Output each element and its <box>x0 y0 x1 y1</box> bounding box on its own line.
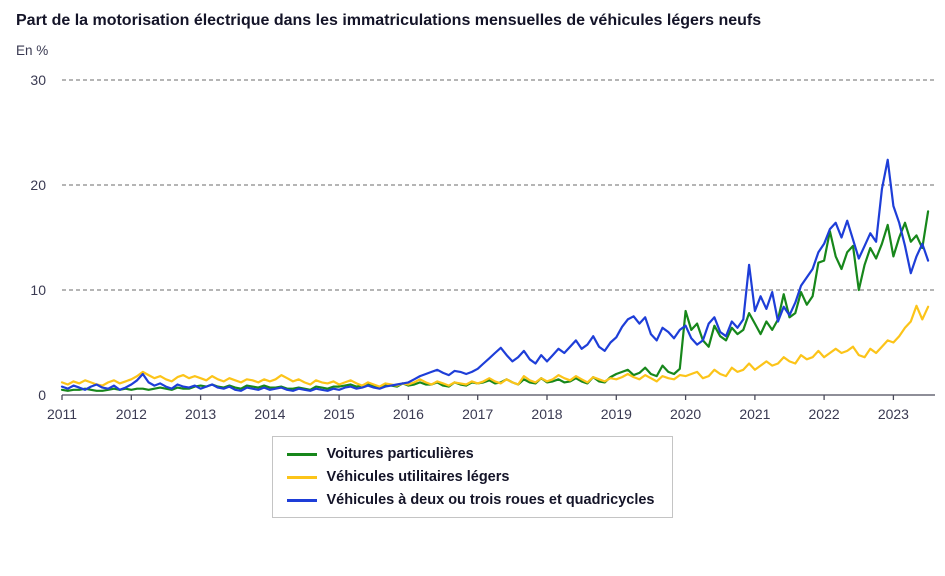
line-chart: 0 10 20 30 2011 2012 2013 2014 2015 2016 2017 2018 2… <box>30 72 935 422</box>
legend-label-vehicules-utilitaires-legers: Véhicules utilitaires légers <box>326 469 510 486</box>
svg-text:2020: 2020 <box>670 406 701 422</box>
legend-item-deux-trois-roues-quadricycles: Véhicules à deux ou trois roues et quadr… <box>286 492 655 509</box>
svg-text:20: 20 <box>30 177 46 193</box>
svg-text:2019: 2019 <box>601 406 632 422</box>
svg-text:10: 10 <box>30 282 46 298</box>
legend-label-voitures-particulieres: Voitures particulières <box>326 446 474 463</box>
svg-text:2014: 2014 <box>254 406 285 422</box>
legend-item-voitures-particulieres: Voitures particulières <box>286 446 655 463</box>
svg-text:30: 30 <box>30 72 46 88</box>
svg-text:0: 0 <box>38 387 46 403</box>
y-axis-unit-label: En % <box>16 43 49 59</box>
svg-text:2011: 2011 <box>47 406 77 422</box>
legend-item-vehicules-utilitaires-legers: Véhicules utilitaires légers <box>286 469 655 486</box>
legend-swatch-vehicules-utilitaires-legers <box>286 475 317 479</box>
svg-text:2015: 2015 <box>324 406 355 422</box>
svg-text:2017: 2017 <box>462 406 493 422</box>
svg-text:2016: 2016 <box>393 406 424 422</box>
svg-text:2023: 2023 <box>878 406 909 422</box>
svg-text:2018: 2018 <box>531 406 562 422</box>
chart-title: Part de la motorisation électrique dans … <box>16 12 762 29</box>
svg-text:2021: 2021 <box>739 406 770 422</box>
svg-text:2022: 2022 <box>809 406 840 422</box>
legend-swatch-deux-trois-roues-quadricycles <box>286 498 317 502</box>
svg-text:2013: 2013 <box>185 406 216 422</box>
legend-label-deux-trois-roues-quadricycles: Véhicules à deux ou trois roues et quadr… <box>326 492 655 509</box>
legend-swatch-voitures-particulieres <box>286 452 317 456</box>
svg-text:2012: 2012 <box>116 406 147 422</box>
chart-legend: Voitures particulières Véhicules utilita… <box>271 436 674 519</box>
